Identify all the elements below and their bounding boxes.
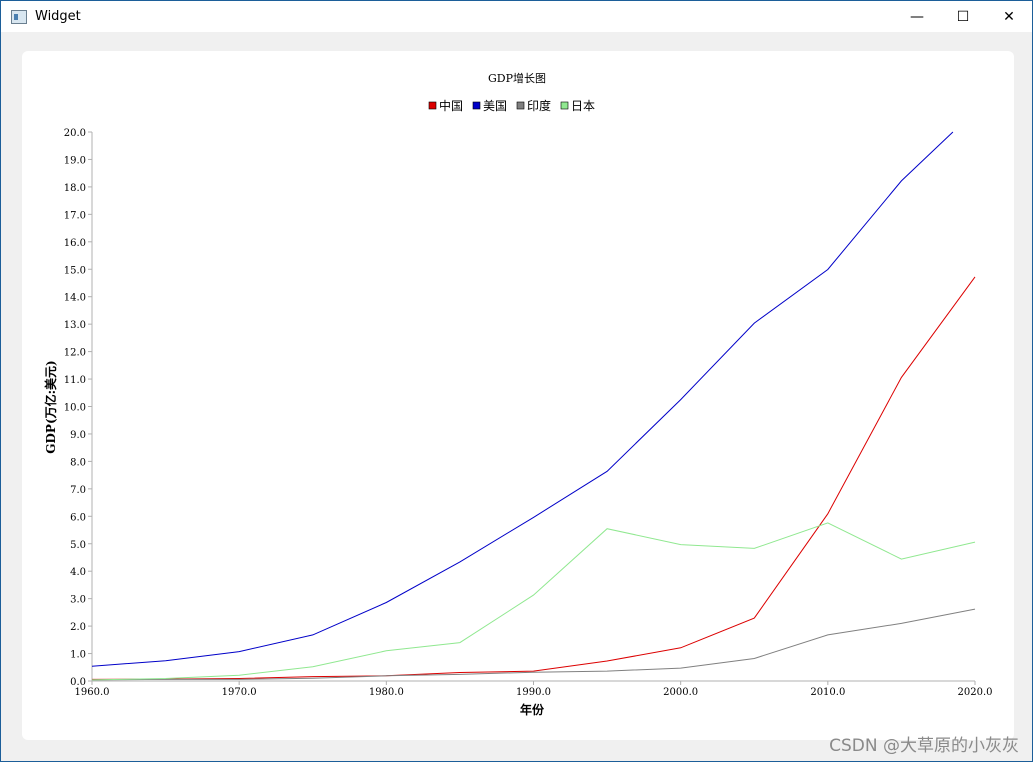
series-line-0 — [91, 276, 976, 680]
legend-label-2: 印度 — [527, 98, 551, 113]
x-axis: 1960.0 1970.0 1980.0 1990.0 2000.0 2010.0 2020… — [75, 680, 993, 698]
y-tick-label: 16.0 — [64, 238, 86, 249]
x-tick-label: 2010.0 — [810, 687, 845, 698]
series-line-2 — [91, 608, 976, 681]
window-title: Widget — [35, 9, 81, 24]
legend-label-1: 美国 — [483, 99, 507, 113]
y-tick-label: 8.0 — [70, 457, 86, 468]
y-tick-label: 20.0 — [64, 128, 86, 139]
x-tick-label: 1960.0 — [75, 687, 110, 698]
chart-title: GDP增长图 — [488, 71, 546, 85]
y-tick-label: 15.0 — [64, 265, 86, 276]
y-tick-label: 12.0 — [64, 348, 86, 359]
y-tick-label: 5.0 — [70, 540, 86, 551]
chart-panel — [22, 51, 1014, 740]
y-tick-label: 7.0 — [70, 485, 86, 496]
legend-label-0: 中国 — [439, 98, 463, 113]
x-tick-label: 1990.0 — [516, 687, 551, 698]
legend-marker-1 — [472, 101, 481, 110]
title-bar[interactable]: Widget — ☐ ✕ — [1, 1, 1032, 32]
maximize-button[interactable]: ☐ — [956, 8, 970, 25]
y-tick-label: 0.0 — [70, 677, 86, 688]
series-line-3 — [91, 522, 976, 681]
x-tick-label: 1980.0 — [369, 687, 404, 698]
y-tick-label: 6.0 — [70, 512, 86, 523]
y-axis-label: GDP(万亿:美元) — [43, 360, 58, 453]
window-controls: — ☐ ✕ — [894, 1, 1032, 32]
legend-marker-2 — [516, 101, 525, 110]
y-tick-label: 14.0 — [64, 293, 86, 304]
x-tick-label: 2000.0 — [663, 687, 698, 698]
legend: 中国 美国 印度 日本 — [428, 98, 595, 113]
x-tick-label: 2020.0 — [958, 687, 993, 698]
y-axis: 0.0 1.0 2.0 3.0 4.0 5.0 6.0 7.0 8.0 9.0 10.0 11.0 12… — [64, 128, 93, 688]
legend-label-3: 日本 — [571, 99, 595, 113]
legend-marker-0 — [428, 101, 437, 110]
y-tick-label: 4.0 — [70, 567, 86, 578]
y-tick-label: 18.0 — [64, 183, 86, 194]
minimize-button[interactable]: — — [910, 8, 924, 25]
y-tick-label: 1.0 — [70, 650, 86, 661]
app-window-icon — [11, 9, 27, 24]
y-tick-label: 2.0 — [70, 622, 86, 633]
y-tick-label: 17.0 — [64, 210, 86, 221]
series-group — [91, 131, 976, 681]
legend-marker-3 — [560, 101, 569, 110]
y-tick-label: 19.0 — [64, 155, 86, 166]
watermark: CSDN @大草原的小灰灰 — [829, 736, 1019, 756]
y-tick-label: 9.0 — [70, 430, 86, 441]
y-tick-label: 10.0 — [64, 403, 86, 414]
y-tick-label: 11.0 — [64, 375, 86, 386]
series-line-1 — [91, 131, 954, 667]
x-axis-label: 年份 — [520, 702, 545, 717]
close-button[interactable]: ✕ — [1003, 8, 1015, 25]
y-tick-label: 13.0 — [64, 320, 86, 331]
x-tick-label: 1970.0 — [222, 687, 257, 698]
y-tick-label: 3.0 — [70, 595, 86, 606]
